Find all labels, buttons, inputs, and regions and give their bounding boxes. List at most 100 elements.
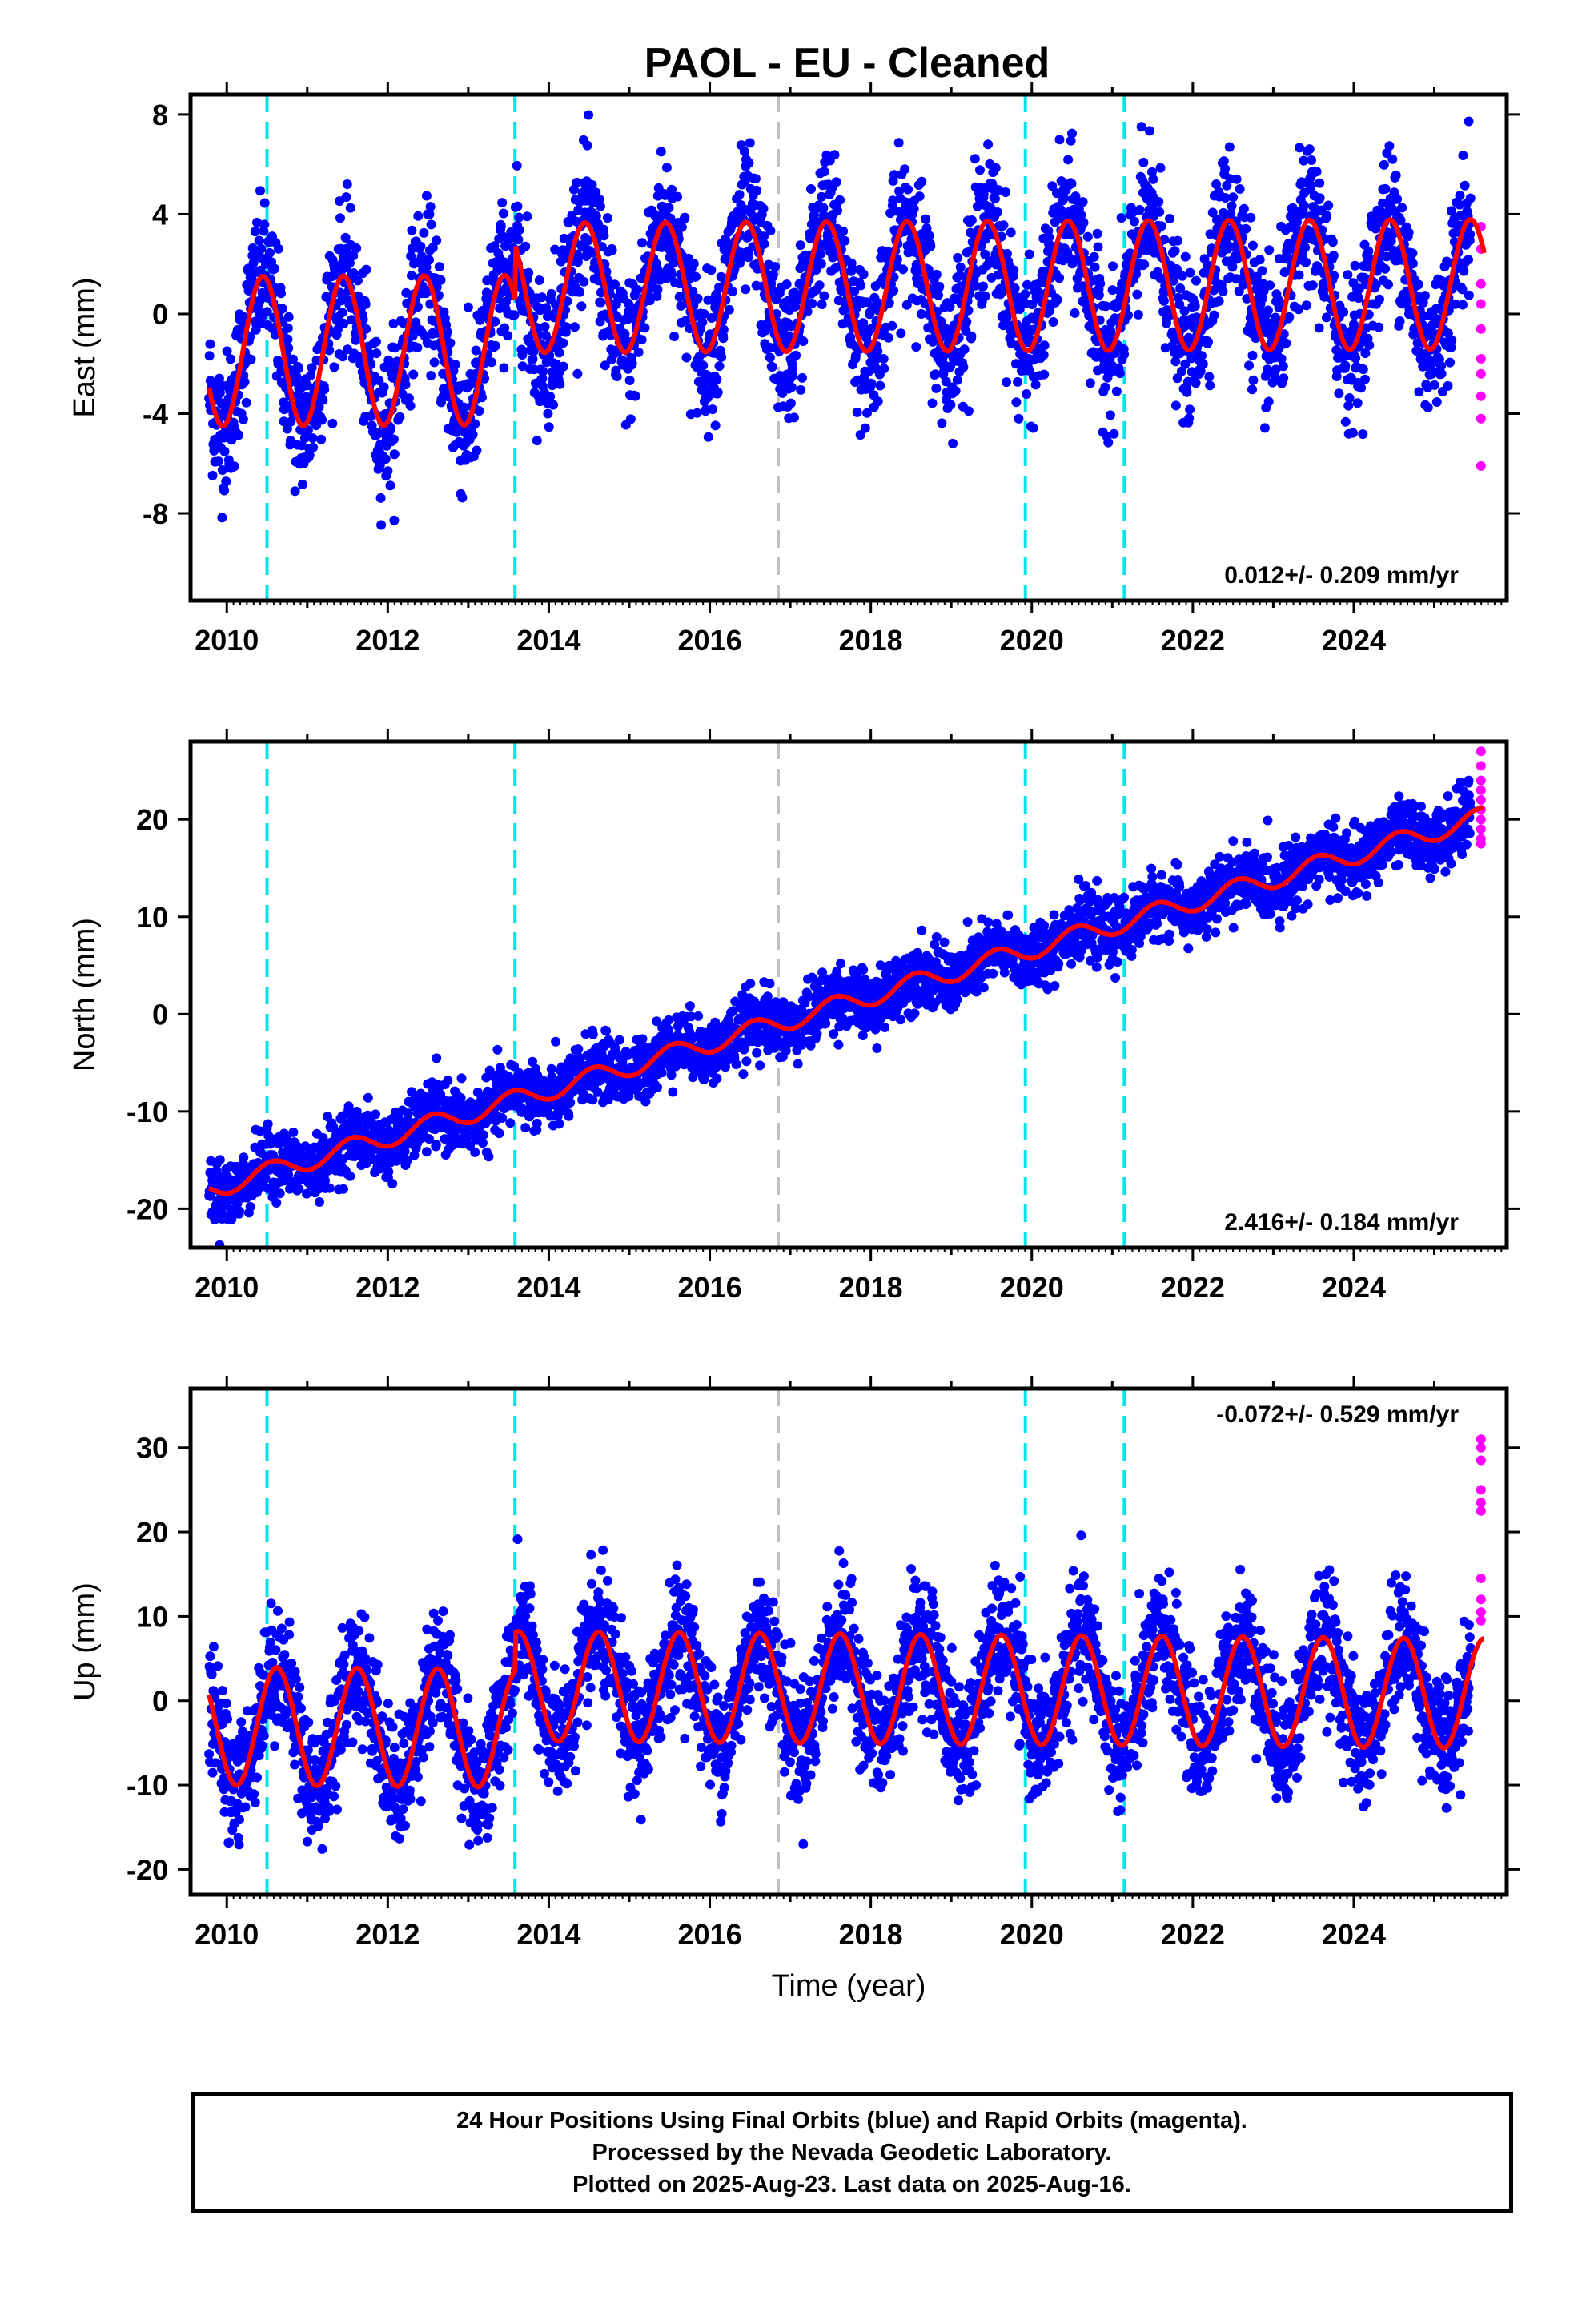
data-point <box>1464 116 1474 127</box>
data-point <box>276 288 286 299</box>
data-point <box>893 138 904 148</box>
data-point <box>1429 380 1439 390</box>
data-point <box>878 354 889 364</box>
data-point <box>1116 213 1126 223</box>
data-point <box>1315 178 1325 188</box>
data-point <box>1203 336 1213 347</box>
data-point <box>554 1119 564 1129</box>
data-point <box>361 264 371 275</box>
data-point <box>783 296 793 306</box>
data-point <box>219 485 230 496</box>
data-point <box>499 363 509 373</box>
rapid-point <box>1476 299 1486 309</box>
data-point <box>583 235 593 246</box>
data-point <box>1307 155 1316 165</box>
data-point <box>522 211 532 222</box>
data-point <box>314 402 324 412</box>
data-point <box>1013 376 1023 387</box>
data-point <box>816 259 826 269</box>
data-point <box>297 480 307 489</box>
data-point <box>327 418 338 428</box>
data-point <box>596 297 606 308</box>
data-point <box>750 174 761 184</box>
data-point <box>692 408 702 418</box>
data-point <box>934 290 943 300</box>
data-point <box>317 415 327 425</box>
data-point <box>1129 216 1139 227</box>
data-point <box>273 243 283 254</box>
data-point <box>1009 265 1019 275</box>
data-point <box>1358 364 1368 375</box>
data-point <box>718 333 729 344</box>
data-point <box>1351 353 1361 364</box>
data-point <box>520 241 531 251</box>
data-point <box>716 271 726 282</box>
data-point <box>676 300 686 311</box>
data-point <box>677 222 687 232</box>
data-point <box>338 352 348 362</box>
data-point <box>536 292 547 303</box>
data-point <box>607 245 617 255</box>
data-point <box>468 429 478 440</box>
data-point <box>1100 382 1110 392</box>
data-point <box>376 520 387 530</box>
data-point <box>1006 227 1016 238</box>
data-point <box>970 154 980 164</box>
data-point <box>490 340 500 351</box>
data-point <box>1374 322 1384 332</box>
data-point <box>388 434 399 444</box>
data-point <box>524 267 534 278</box>
data-point <box>644 296 655 306</box>
data-point <box>412 343 423 353</box>
data-point <box>217 465 227 475</box>
chart-title: PAOL - EU - Cleaned <box>644 40 1050 86</box>
data-point <box>1281 338 1291 348</box>
data-point <box>1156 221 1166 231</box>
data-point <box>927 398 938 408</box>
y-tick-label: -4 <box>143 398 168 431</box>
data-point <box>714 361 725 372</box>
data-point <box>1093 242 1103 252</box>
data-point <box>1024 249 1034 259</box>
data-point <box>1360 374 1370 384</box>
data-point <box>587 247 597 258</box>
data-point <box>637 238 647 248</box>
data-point <box>1063 155 1074 165</box>
data-point <box>408 331 418 341</box>
data-point <box>345 203 355 213</box>
data-point <box>1407 259 1418 269</box>
data-point <box>308 442 319 452</box>
data-point <box>371 1109 380 1120</box>
data-point <box>888 195 898 206</box>
data-point <box>1315 193 1325 203</box>
data-point <box>693 293 703 304</box>
data-point <box>946 400 956 410</box>
data-point <box>809 210 819 220</box>
data-point <box>1391 170 1401 180</box>
data-point <box>666 270 677 280</box>
data-point <box>383 1167 394 1177</box>
panel-east: 2010 2012 2014 2016 2018 2020 2022 2024-8-4048E… <box>68 82 1520 657</box>
data-point <box>424 255 434 265</box>
data-point <box>340 232 351 243</box>
data-point <box>847 263 857 274</box>
data-point <box>389 449 400 460</box>
data-point <box>1214 296 1224 306</box>
data-point <box>374 376 384 385</box>
data-point <box>858 269 869 279</box>
data-point <box>1294 270 1304 280</box>
data-point <box>545 392 556 402</box>
data-point <box>703 432 713 442</box>
data-point <box>689 259 699 269</box>
data-point <box>785 398 796 408</box>
data-point <box>1095 279 1106 289</box>
data-point <box>596 201 605 211</box>
data-point <box>1464 290 1474 300</box>
data-point <box>472 445 482 456</box>
data-point <box>428 243 438 253</box>
data-point <box>432 1053 442 1063</box>
rate-annotation: 0.012+/- 0.209 mm/yr <box>1224 562 1459 589</box>
data-point <box>517 350 528 360</box>
data-point <box>1070 308 1080 318</box>
rapid-point <box>1476 368 1486 379</box>
